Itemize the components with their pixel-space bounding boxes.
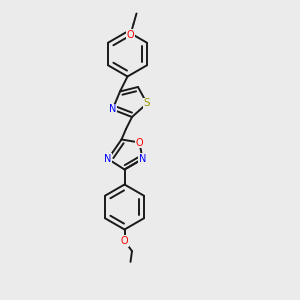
Text: N: N: [104, 154, 112, 164]
Text: O: O: [136, 137, 143, 148]
Text: O: O: [121, 236, 128, 246]
Text: S: S: [144, 98, 150, 109]
Text: N: N: [139, 154, 146, 164]
Text: O: O: [127, 29, 134, 40]
Text: N: N: [109, 104, 116, 115]
